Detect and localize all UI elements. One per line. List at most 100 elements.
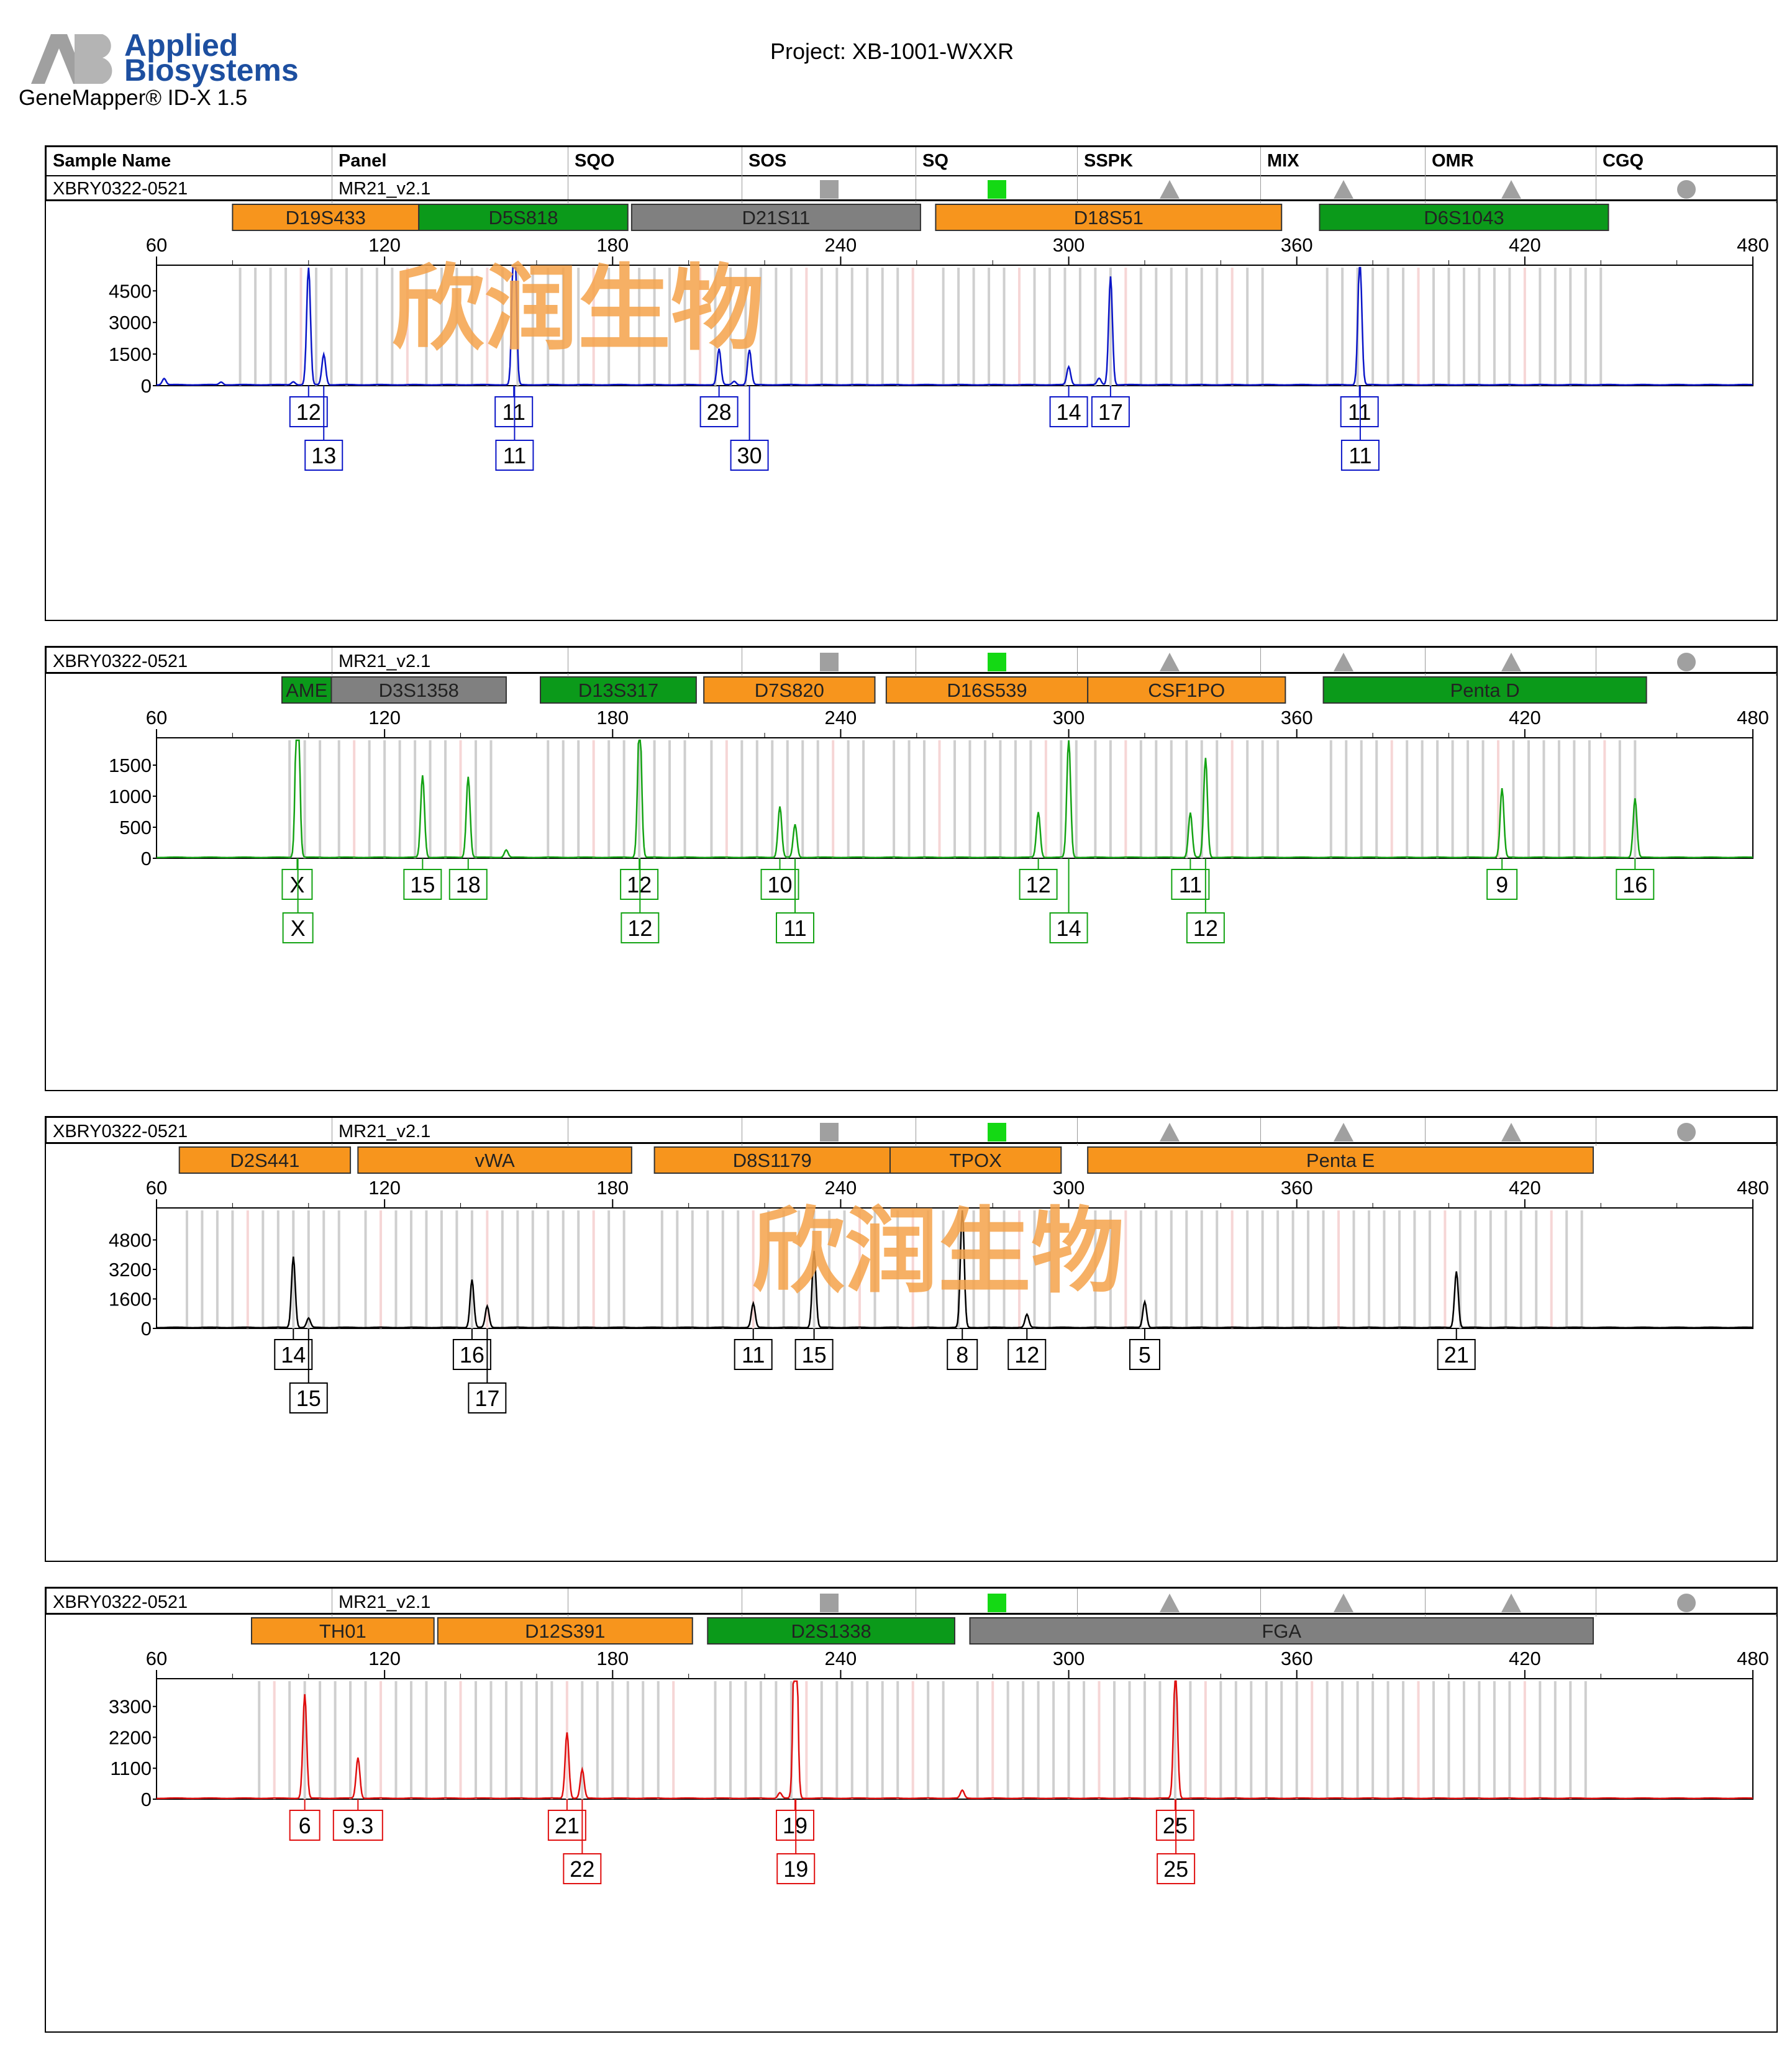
sample-row[interactable]: XBRY0322-0521 MR21_v2.1 bbox=[47, 175, 1776, 203]
marker-bin-d3s1358[interactable]: D3S1358 bbox=[330, 676, 507, 704]
allele-bin bbox=[847, 740, 850, 858]
allele-label[interactable]: 17 bbox=[468, 1328, 507, 1413]
allele-label[interactable]: 13 bbox=[304, 386, 343, 471]
allele-label[interactable]: 15 bbox=[289, 1328, 328, 1413]
marker-bin-d7s820[interactable]: D7S820 bbox=[703, 676, 876, 704]
allele-bin bbox=[1219, 1681, 1222, 1799]
column-header-mix[interactable]: MIX bbox=[1261, 147, 1426, 175]
column-header-sos[interactable]: SOS bbox=[742, 147, 916, 175]
allele-label[interactable]: 11 bbox=[494, 386, 534, 427]
marker-bin-vwa[interactable]: vWA bbox=[357, 1146, 632, 1174]
allele-label[interactable]: 11 bbox=[1171, 858, 1210, 900]
allele-label[interactable]: 11 bbox=[1340, 386, 1380, 471]
marker-bin-d21s11[interactable]: D21S11 bbox=[630, 204, 921, 231]
column-header-omr[interactable]: OMR bbox=[1426, 147, 1596, 175]
column-header-sqo[interactable]: SQO bbox=[568, 147, 742, 175]
marker-bin-d2s441[interactable]: D2S441 bbox=[178, 1146, 352, 1174]
allele-label[interactable]: X bbox=[281, 858, 313, 900]
y-tick-label: 0 bbox=[141, 375, 152, 397]
column-header-cgq[interactable]: CGQ bbox=[1596, 147, 1776, 175]
marker-bin-ame[interactable]: AME bbox=[281, 676, 332, 704]
allele-bin bbox=[622, 740, 625, 858]
column-header-panel[interactable]: Panel bbox=[332, 147, 568, 175]
allele-label[interactable]: 12 bbox=[621, 858, 660, 943]
allele-label[interactable]: 17 bbox=[1091, 386, 1130, 427]
allele-bin bbox=[1432, 1681, 1435, 1799]
sample-row[interactable]: XBRY0322-0521 MR21_v2.1 bbox=[47, 1118, 1776, 1146]
allele-label[interactable]: 15 bbox=[403, 858, 442, 900]
allele-label[interactable]: X bbox=[282, 858, 314, 943]
allele-bin bbox=[820, 1681, 823, 1799]
allele-bin bbox=[185, 1210, 188, 1328]
marker-bin-csf1po[interactable]: CSF1PO bbox=[1087, 676, 1286, 704]
allele-bin bbox=[957, 1210, 960, 1328]
marker-bin-d5s818[interactable]: D5S818 bbox=[418, 204, 629, 231]
allele-label[interactable]: 12 bbox=[1007, 1328, 1047, 1370]
column-header-sample-name[interactable]: Sample Name bbox=[47, 147, 332, 175]
marker-bin-d13s317[interactable]: D13S317 bbox=[540, 676, 697, 704]
x-tick-label: 420 bbox=[1509, 234, 1541, 256]
marker-bin-d16s539[interactable]: D16S539 bbox=[885, 676, 1089, 704]
allele-label[interactable]: 21 bbox=[1437, 1328, 1476, 1370]
allele-label[interactable]: 16 bbox=[452, 1328, 491, 1370]
marker-bin-penta-d[interactable]: Penta D bbox=[1322, 676, 1647, 704]
marker-bin-tpox[interactable]: TPOX bbox=[889, 1146, 1062, 1174]
marker-bin-d6s1043[interactable]: D6S1043 bbox=[1319, 204, 1609, 231]
allele-label[interactable]: 30 bbox=[730, 386, 769, 471]
marker-bin-d18s51[interactable]: D18S51 bbox=[935, 204, 1283, 231]
marker-bin-d19s433[interactable]: D19S433 bbox=[232, 204, 420, 231]
allele-label[interactable]: 11 bbox=[776, 858, 814, 943]
allele-label[interactable]: 25 bbox=[1157, 1799, 1196, 1884]
allele-label[interactable]: 15 bbox=[794, 1328, 834, 1370]
allele-label[interactable]: 18 bbox=[448, 858, 488, 900]
marker-bin-penta-e[interactable]: Penta E bbox=[1087, 1146, 1594, 1174]
allele-label[interactable]: 12 bbox=[1019, 858, 1058, 900]
allele-label[interactable]: 14 bbox=[274, 1328, 313, 1370]
marker-bin-th01[interactable]: TH01 bbox=[250, 1617, 435, 1645]
allele-call: 13 bbox=[311, 443, 336, 468]
marker-bin-fga[interactable]: FGA bbox=[969, 1617, 1594, 1645]
allele-call: 15 bbox=[410, 872, 435, 897]
marker-bin-d12s391[interactable]: D12S391 bbox=[437, 1617, 693, 1645]
marker-bin-d8s1179[interactable]: D8S1179 bbox=[653, 1146, 891, 1174]
allele-label[interactable]: 12 bbox=[1186, 858, 1225, 943]
allele-bin bbox=[288, 1681, 291, 1799]
allele-label[interactable]: 19 bbox=[776, 1799, 816, 1884]
allele-label[interactable]: 9 bbox=[1486, 858, 1518, 900]
allele-label[interactable]: 21 bbox=[547, 1799, 586, 1841]
allele-label[interactable]: 10 bbox=[760, 858, 799, 900]
allele-label[interactable]: 5 bbox=[1129, 1328, 1160, 1370]
allele-bin bbox=[516, 1210, 519, 1328]
allele-call: 11 bbox=[503, 443, 526, 468]
sample-row[interactable]: XBRY0322-0521 MR21_v2.1 bbox=[47, 648, 1776, 676]
marker-name: Penta D bbox=[1450, 679, 1520, 701]
allele-label[interactable]: 28 bbox=[699, 386, 739, 427]
allele-bin bbox=[1584, 268, 1587, 386]
allele-label[interactable]: 12 bbox=[289, 386, 328, 427]
column-header-sspk[interactable]: SSPK bbox=[1078, 147, 1261, 175]
allele-bin bbox=[1588, 740, 1591, 858]
allele-label[interactable]: 6 bbox=[289, 1799, 321, 1841]
allele-label[interactable]: 9.3 bbox=[332, 1799, 383, 1841]
allele-label[interactable]: 14 bbox=[1049, 858, 1088, 943]
x-tick-label: 240 bbox=[825, 234, 857, 256]
allele-label[interactable]: 8 bbox=[947, 1328, 978, 1370]
allele-bin bbox=[1029, 740, 1032, 858]
allele-label[interactable]: 16 bbox=[1616, 858, 1655, 900]
allele-label[interactable]: 11 bbox=[1340, 386, 1379, 427]
marker-bin-d2s1338[interactable]: D2S1338 bbox=[707, 1617, 956, 1645]
x-tick-label: 360 bbox=[1281, 1648, 1313, 1669]
column-header-sq[interactable]: SQ bbox=[916, 147, 1078, 175]
allele-label[interactable]: 12 bbox=[620, 858, 659, 900]
allele-label[interactable]: 14 bbox=[1049, 386, 1088, 427]
allele-label[interactable]: 25 bbox=[1155, 1799, 1194, 1841]
allele-label[interactable]: 19 bbox=[776, 1799, 814, 1841]
quality-cell bbox=[568, 648, 742, 676]
allele-label[interactable]: 11 bbox=[734, 1328, 773, 1370]
allele-bin bbox=[1018, 268, 1021, 386]
allele-label[interactable]: 22 bbox=[563, 1799, 602, 1884]
allele-bin bbox=[258, 1681, 261, 1799]
allele-label[interactable]: 11 bbox=[495, 386, 534, 471]
allele-bin bbox=[1535, 1210, 1538, 1328]
sample-row[interactable]: XBRY0322-0521 MR21_v2.1 bbox=[47, 1589, 1776, 1617]
